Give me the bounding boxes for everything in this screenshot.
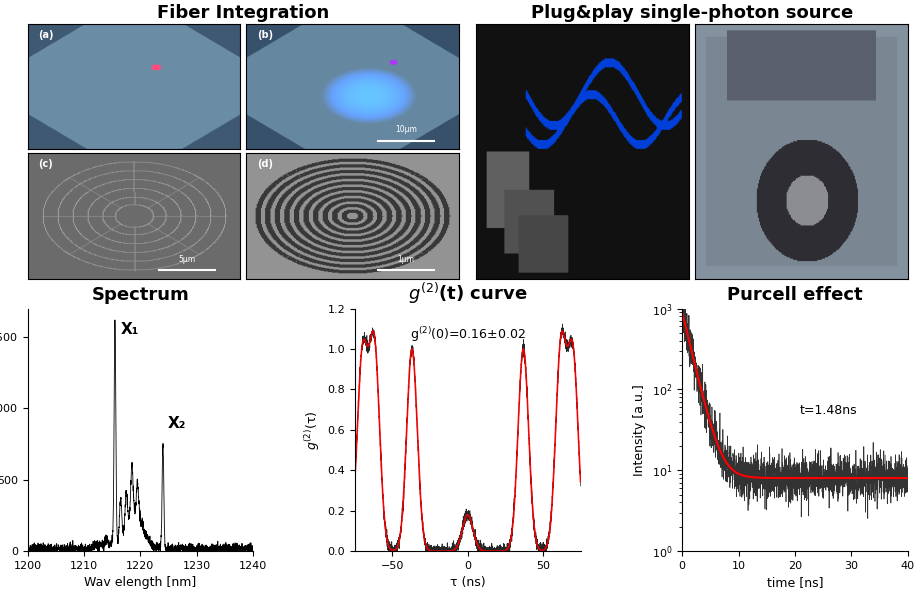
X-axis label: time [ns]: time [ns] (767, 576, 823, 589)
Y-axis label: Intensity [a.u.]: Intensity [a.u.] (634, 384, 646, 476)
Title: Purcell effect: Purcell effect (727, 286, 863, 304)
Text: 1μm: 1μm (397, 255, 414, 264)
Text: t=1.48ns: t=1.48ns (800, 404, 857, 417)
Text: (c): (c) (39, 159, 53, 170)
Text: 5μm: 5μm (179, 255, 195, 264)
Title: Spectrum: Spectrum (92, 286, 189, 304)
X-axis label: τ (ns): τ (ns) (450, 576, 485, 589)
Y-axis label: $g^{(2)}$(τ): $g^{(2)}$(τ) (303, 410, 322, 449)
Text: (b): (b) (257, 30, 273, 40)
Text: 10μm: 10μm (395, 125, 417, 134)
X-axis label: Wav elength [nm]: Wav elength [nm] (84, 576, 196, 589)
Text: Fiber Integration: Fiber Integration (157, 4, 329, 22)
Title: $g^{(2)}$(t) curve: $g^{(2)}$(t) curve (408, 281, 527, 306)
Text: (d): (d) (257, 159, 273, 170)
Text: Plug&play single-photon source: Plug&play single-photon source (531, 4, 853, 22)
Text: X₂: X₂ (168, 416, 186, 431)
Text: X₁: X₁ (121, 322, 139, 337)
Text: g$^{(2)}$(0)=0.16±0.02: g$^{(2)}$(0)=0.16±0.02 (410, 325, 525, 344)
Text: (a): (a) (39, 30, 53, 40)
